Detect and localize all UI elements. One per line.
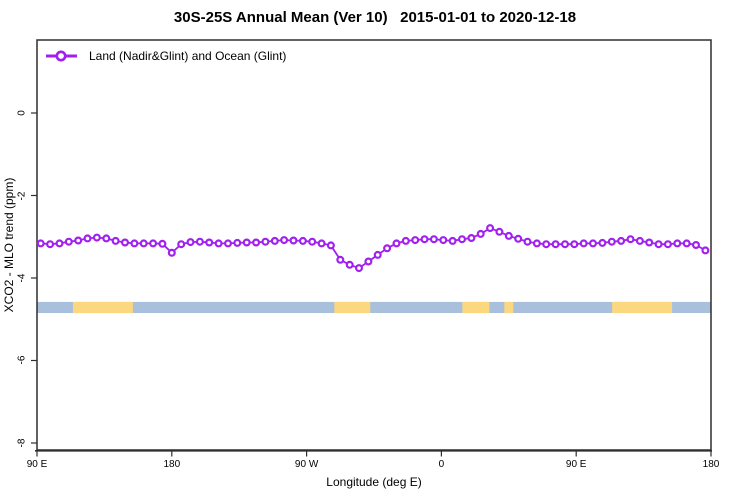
y-axis-label: XCO2 - MLO trend (ppm) xyxy=(2,177,16,313)
data-point xyxy=(476,229,485,238)
data-point xyxy=(560,240,569,249)
data-point xyxy=(111,236,120,245)
data-point xyxy=(617,236,626,245)
data-point xyxy=(177,240,186,249)
data-point xyxy=(570,240,579,249)
data-point xyxy=(645,238,654,247)
y-tick-label: -8 xyxy=(16,438,28,448)
land-band-segment xyxy=(334,301,371,314)
data-point xyxy=(401,236,410,245)
x-tick-label: 180 xyxy=(702,459,720,470)
data-point xyxy=(252,238,261,247)
data-point xyxy=(139,239,148,248)
data-point xyxy=(308,237,317,246)
data-point xyxy=(83,234,92,243)
data-point xyxy=(429,235,438,244)
data-point xyxy=(607,237,616,246)
data-point xyxy=(373,250,382,259)
land-band-segment xyxy=(462,301,490,314)
data-point xyxy=(467,234,476,243)
data-point xyxy=(224,239,233,248)
data-point xyxy=(280,236,289,245)
data-point xyxy=(205,238,214,247)
data-point xyxy=(130,239,139,248)
data-point xyxy=(411,236,420,245)
data-point xyxy=(195,237,204,246)
data-point xyxy=(635,236,644,245)
land-band-segment xyxy=(612,301,673,314)
data-point xyxy=(317,239,326,248)
data-point xyxy=(504,231,513,240)
data-point xyxy=(345,260,354,269)
data-point xyxy=(654,240,663,249)
x-axis-label: Longitude (deg E) xyxy=(326,475,422,489)
data-point xyxy=(448,236,457,245)
data-point xyxy=(233,238,242,247)
data-point xyxy=(55,239,64,248)
data-point xyxy=(598,238,607,247)
y-tick-label: 0 xyxy=(16,110,28,116)
land-band-segment xyxy=(504,301,514,314)
data-point xyxy=(46,240,55,249)
data-point xyxy=(673,239,682,248)
y-tick-label: -2 xyxy=(16,191,28,200)
legend-line-marker-icon xyxy=(46,50,77,62)
data-point xyxy=(64,237,73,246)
data-point xyxy=(355,264,364,273)
data-point xyxy=(364,257,373,266)
x-tick-label: 90 E xyxy=(565,459,587,470)
data-point xyxy=(326,241,335,250)
data-point xyxy=(92,233,101,242)
data-point xyxy=(242,238,251,247)
y-tick-label: -6 xyxy=(16,356,28,365)
data-point xyxy=(36,239,45,248)
data-point xyxy=(663,240,672,249)
data-point xyxy=(495,227,504,236)
data-point xyxy=(486,224,495,233)
ocean-band xyxy=(37,301,711,314)
data-point xyxy=(186,238,195,247)
data-point xyxy=(420,235,429,244)
data-point xyxy=(682,239,691,248)
data-point xyxy=(691,241,700,250)
data-point xyxy=(289,236,298,245)
data-point xyxy=(158,239,167,248)
data-point xyxy=(542,240,551,249)
x-tick-label: 90 E xyxy=(26,459,48,470)
data-point xyxy=(626,235,635,244)
data-point xyxy=(261,237,270,246)
chart-title: 30S-25S Annual Mean (Ver 10) 2015-01-01 … xyxy=(173,9,577,26)
data-point xyxy=(579,239,588,248)
data-point xyxy=(523,237,532,246)
data-point xyxy=(439,236,448,245)
x-tick-label: 180 xyxy=(163,459,181,470)
data-point xyxy=(120,238,129,247)
legend: Land (Nadir&Glint) and Ocean (Glint) xyxy=(45,49,286,63)
data-point xyxy=(149,239,158,248)
series-line xyxy=(40,227,706,270)
land-band-segment xyxy=(72,301,133,314)
data-point xyxy=(588,239,597,248)
data-point xyxy=(532,239,541,248)
data-point xyxy=(336,255,345,264)
data-point xyxy=(102,234,111,243)
data-point xyxy=(514,234,523,243)
data-point xyxy=(383,244,392,253)
y-tick-label: -4 xyxy=(16,273,28,283)
data-point xyxy=(167,248,176,257)
data-point xyxy=(214,239,223,248)
x-tick-label: 90 W xyxy=(294,459,319,470)
data-point xyxy=(701,246,710,255)
data-point xyxy=(270,236,279,245)
data-point xyxy=(458,235,467,244)
data-point xyxy=(74,236,83,245)
data-point xyxy=(298,236,307,245)
x-tick-label: 0 xyxy=(438,459,445,470)
data-point xyxy=(551,240,560,249)
data-point xyxy=(392,239,401,248)
legend-label: Land (Nadir&Glint) and Ocean (Glint) xyxy=(89,49,287,63)
